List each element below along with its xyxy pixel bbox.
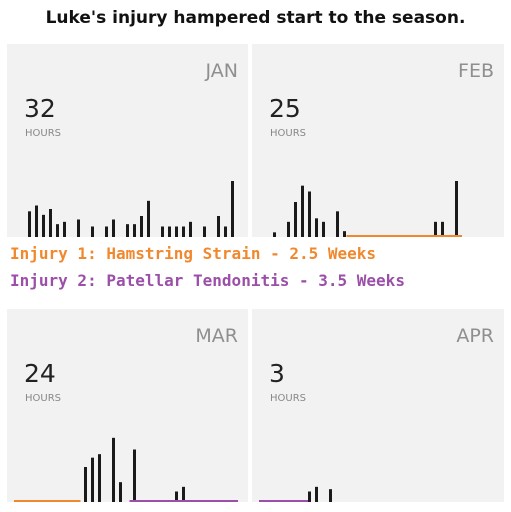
bar-mar-day-24 [182,486,185,502]
bar-jan-day-29 [217,216,220,237]
bar-feb-day-8 [315,218,318,237]
bar-feb-day-9 [322,221,325,237]
bar-jan-day-2 [28,211,31,237]
hours-unit-label: HOURS [270,393,307,404]
bar-jan-day-21 [161,226,164,237]
total-hours-apr: 3 [269,359,285,388]
bar-jan-day-7 [63,221,66,237]
injury-2-label: Injury 2: Patellar Tendonitis - 3.5 Week… [10,271,405,290]
total-hours-jan: 32 [24,94,56,123]
bar-jan-day-6 [56,224,59,237]
hours-unit-label: HOURS [25,393,62,404]
bar-mar-day-17 [133,449,136,502]
bar-jan-day-16 [126,224,129,237]
total-hours-feb: 25 [269,94,301,123]
bar-feb-day-25 [434,221,437,237]
bar-feb-day-11 [336,211,339,237]
bar-apr-day-7 [308,491,311,502]
bar-jan-day-5 [49,209,52,237]
bar-mar-day-11 [91,457,94,502]
bar-mar-day-10 [84,467,87,502]
panel-apr: APR 3 HOURS [252,309,504,502]
bar-jan-day-30 [224,226,227,237]
bar-jan-day-11 [91,226,94,237]
bar-feb-day-6 [301,185,304,237]
bar-jan-day-25 [189,221,192,237]
panel-feb: FEB 25 HOURS [252,44,504,237]
hours-unit-label: HOURS [270,128,307,139]
bar-feb-day-26 [441,221,444,237]
bar-chart-mar [14,437,238,502]
injury-1-period-feb [346,235,462,237]
bar-feb-day-4 [287,221,290,237]
injury-1-label: Injury 1: Hamstring Strain - 2.5 Weeks [10,244,377,263]
panel-mar: MAR 24 HOURS [7,309,248,502]
bar-apr-day-8 [315,486,318,502]
bar-mar-day-14 [112,437,115,502]
bar-chart-jan [28,181,234,237]
bar-jan-day-22 [168,226,171,237]
bar-mar-day-15 [119,482,122,502]
month-label-jan: JAN [205,60,238,82]
bar-jan-day-3 [35,205,38,237]
bar-jan-day-19 [147,200,150,237]
bar-feb-day-2 [273,232,276,237]
bar-mar-day-23 [175,491,178,502]
injury-2-period-mar [129,500,238,502]
panel-jan: JAN 32 HOURS [7,44,248,237]
bar-feb-day-28 [455,181,458,237]
bar-jan-day-17 [133,224,136,237]
bar-jan-day-23 [175,226,178,237]
injury-2-period-apr [259,500,308,502]
bar-feb-day-7 [308,191,311,237]
bar-feb-day-5 [294,202,297,237]
total-hours-mar: 24 [24,359,56,388]
bar-jan-day-4 [42,214,45,237]
bar-jan-day-24 [182,226,185,237]
bar-feb-day-12 [343,231,346,237]
bar-apr-day-10 [329,489,332,502]
bar-chart-feb [273,181,462,237]
bar-jan-day-27 [203,226,206,237]
bar-jan-day-18 [140,216,143,237]
bar-jan-day-14 [112,219,115,237]
bar-jan-day-9 [77,219,80,237]
bar-jan-day-13 [105,226,108,237]
chart-title: Luke's injury hampered start to the seas… [45,8,466,28]
month-label-feb: FEB [458,60,494,82]
bar-chart-apr [259,486,332,502]
bar-jan-day-31 [231,181,234,237]
month-label-apr: APR [456,325,494,347]
injury-1-period-mar [14,500,81,502]
bar-mar-day-12 [98,454,101,502]
month-label-mar: MAR [195,325,238,347]
hours-unit-label: HOURS [25,128,62,139]
